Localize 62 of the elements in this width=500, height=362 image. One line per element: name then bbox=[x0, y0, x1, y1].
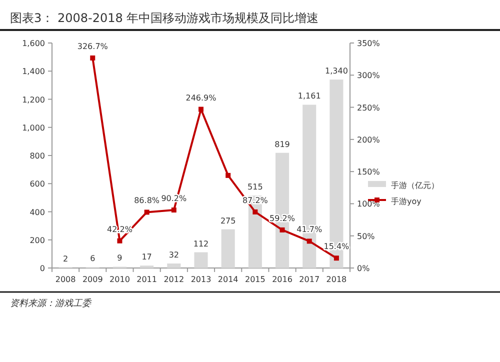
data-label: 59.2% bbox=[270, 214, 296, 223]
data-label: 86.8% bbox=[134, 196, 160, 206]
y-tick-label: 400 bbox=[30, 208, 45, 217]
point bbox=[90, 55, 96, 60]
data-label: 326.7% bbox=[77, 42, 108, 51]
point bbox=[334, 256, 339, 261]
x-tick-label: 2009 bbox=[82, 275, 103, 284]
point bbox=[252, 209, 258, 214]
y2-tick-label: 200% bbox=[357, 135, 380, 144]
point bbox=[117, 238, 122, 244]
point bbox=[198, 106, 204, 112]
data-label: 1,340 bbox=[325, 66, 348, 76]
y-tick-label: 1,600 bbox=[22, 39, 45, 48]
bar bbox=[221, 229, 235, 268]
x-tick-label: 2017 bbox=[299, 275, 320, 284]
data-label: 515 bbox=[248, 182, 263, 192]
y-tick-label: 0 bbox=[40, 264, 45, 273]
point bbox=[226, 172, 231, 178]
text: 资料来源：游戏工委 bbox=[10, 298, 92, 309]
y-tick-label: 600 bbox=[30, 180, 45, 189]
bar bbox=[167, 264, 181, 268]
data-label: 32 bbox=[168, 250, 180, 260]
point bbox=[144, 210, 150, 215]
data-label: 1,161 bbox=[298, 92, 321, 101]
y-tick-label: 1,200 bbox=[22, 95, 45, 104]
data-label: 275 bbox=[220, 216, 236, 226]
y-tick-label: 1,000 bbox=[22, 123, 45, 132]
x-tick-label: 2012 bbox=[164, 275, 184, 284]
y2-tick-label: 0% bbox=[357, 264, 370, 273]
data-label: 6 bbox=[90, 254, 96, 264]
legend: 手游（亿元） bbox=[368, 181, 439, 190]
data-label: 17 bbox=[142, 252, 152, 262]
data-label: 246.9% bbox=[186, 93, 217, 102]
x-tick-label: 2014 bbox=[218, 275, 238, 284]
chart-title: 图表3： 2008-2018 年中国移动游戏市场规模及同比增速 bbox=[10, 11, 319, 25]
legend-label: 手游（亿元） bbox=[391, 181, 439, 190]
x-tick-label: 2016 bbox=[272, 275, 292, 284]
y2-tick-label: 350% bbox=[357, 39, 380, 48]
y2-tick-label: 250% bbox=[357, 103, 380, 112]
x-tick-label: 2008 bbox=[55, 275, 76, 284]
x-tick-label: 2018 bbox=[326, 275, 347, 284]
data-label: 2 bbox=[63, 254, 68, 264]
y-tick-label: 1,400 bbox=[22, 67, 45, 76]
point bbox=[171, 208, 176, 213]
x-tick-label: 2015 bbox=[245, 275, 266, 284]
y2-tick-label: 150% bbox=[357, 168, 380, 177]
x-tick-label: 2011 bbox=[136, 275, 157, 284]
y2-tick-label: 300% bbox=[357, 71, 380, 80]
y2-tick-label: 50% bbox=[357, 232, 376, 241]
point bbox=[306, 238, 312, 244]
data-label: 819 bbox=[274, 140, 290, 149]
x-tick-label: 2013 bbox=[190, 275, 212, 284]
x-tick-label: 2010 bbox=[110, 275, 130, 284]
data-label: 9 bbox=[117, 254, 122, 263]
legend-label: 手游yoy bbox=[391, 197, 422, 206]
data-label: 41.7% bbox=[296, 225, 322, 234]
data-label: 15.4% bbox=[324, 242, 350, 252]
bar bbox=[194, 252, 208, 268]
y-tick-label: 200 bbox=[30, 236, 45, 245]
data-label: 112 bbox=[193, 239, 209, 248]
y-tick-label: 800 bbox=[30, 152, 45, 160]
point bbox=[280, 227, 285, 232]
